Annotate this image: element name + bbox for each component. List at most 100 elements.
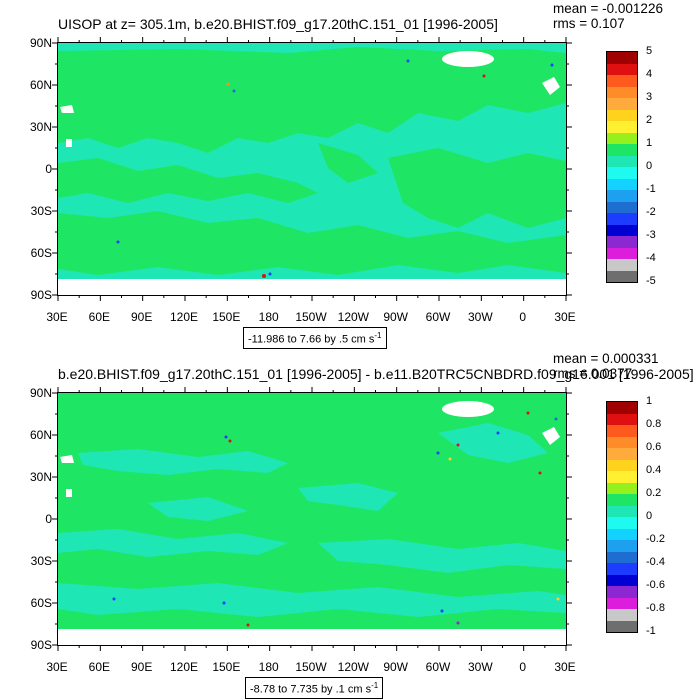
bottom-range-unit-exp: -1 [371,681,379,690]
colorbar-label: -1 [646,183,656,195]
bottom-map-panel: b.e20.BHIST.f09_g17.20thC.151_01 [1996-2… [0,350,700,700]
colorbar-swatch [607,459,637,471]
lon-label: 120E [169,310,199,324]
colorbar-label: 4 [646,68,653,80]
bottom-extreme-dots [112,411,560,627]
top-map-svg [58,43,566,295]
colorbar-swatch [607,236,637,248]
lon-label: 180 [258,310,279,324]
colorbar-label: -0.2 [646,533,665,545]
colorbar-swatch [607,563,637,575]
lon-label: 60E [88,310,110,324]
colorbar-swatch [607,155,637,167]
colorbar-swatch [607,109,637,121]
colorbar-swatch [607,201,637,213]
bottom-map-svg [58,393,566,645]
bottom-contour-range-label: -8.78 to 7.735 by .1 cm s-1 [245,677,384,699]
colorbar-swatch [607,98,637,110]
lat-label: 30S [30,554,52,568]
colorbar-swatch [607,425,637,437]
lon-label: 30W [467,310,493,324]
colorbar-swatch [607,52,637,64]
bottom-cyan-regions [58,423,566,617]
lon-label: 60E [88,660,110,674]
colorbar-swatch [607,597,637,609]
bottom-colorbar [606,401,638,633]
bottom-mean-stat: mean = 0.000331 [553,351,659,366]
top-missing-patch-small [66,139,72,147]
top-colorbar [606,51,638,283]
colorbar-swatch [607,121,637,133]
lat-label: 30N [29,120,52,134]
colorbar-swatch [607,167,637,179]
colorbar-swatch [607,413,637,425]
top-antarctica-mask [58,279,566,295]
colorbar-label: 0 [646,510,653,522]
lat-label: 60S [30,246,52,260]
lon-label: 150E [212,310,241,324]
lat-label: 90S [30,288,52,302]
colorbar-swatch [607,540,637,552]
colorbar-swatch [607,517,637,529]
lon-label: 30E [554,660,576,674]
top-missing-patch [542,77,560,95]
lon-label: 30E [554,310,576,324]
colorbar-swatch [607,448,637,460]
top-greenland-mask [442,51,494,67]
lon-label: 120E [169,660,199,674]
colorbar-label: 3 [646,91,653,103]
colorbar-swatch [607,482,637,494]
top-contour-range-label: -11.986 to 7.66 by .5 cm s-1 [243,327,387,349]
colorbar-swatch [607,528,637,540]
lon-label: 30E [46,310,68,324]
colorbar-swatch [607,247,637,259]
lon-label: 90W [383,310,408,324]
colorbar-label: -5 [646,275,656,287]
lon-label: 0 [519,660,526,674]
lon-label: 150W [295,310,327,324]
lat-label: 30N [29,470,52,484]
top-green-regions [58,47,566,275]
colorbar-label: 0.8 [646,418,662,430]
colorbar-swatch [607,402,637,414]
top-axis-ticks [52,37,572,301]
top-missing-patch-west [60,105,74,113]
lon-label: 0 [519,310,526,324]
lon-label: 60W [425,660,451,674]
lon-label: 30E [46,660,68,674]
bottom-missing-patch-west [60,455,74,463]
colorbar-label: -4 [646,252,656,264]
top-range-text: -11.986 to 7.66 by .5 cm s [248,333,375,346]
bottom-axis-ticks [52,387,572,651]
colorbar-swatch [607,471,637,483]
colorbar-label: -0.8 [646,602,665,614]
colorbar-swatch [607,86,637,98]
colorbar-label: 0 [646,160,653,172]
lon-label: 90W [383,660,408,674]
colorbar-swatch [607,620,637,632]
lon-label: 90E [130,310,153,324]
lat-label: 60S [30,596,52,610]
bottom-antarctica-mask [58,629,566,645]
colorbar-label: -2 [646,206,656,218]
colorbar-label: 0.4 [646,464,662,476]
colorbar-swatch [607,224,637,236]
colorbar-swatch [607,259,637,271]
bottom-greenland-mask [442,401,494,417]
top-rms-stat: rms = 0.107 [553,16,625,31]
bottom-missing-patch-small [66,489,72,497]
colorbar-swatch [607,213,637,225]
colorbar-label: 0.2 [646,487,662,499]
colorbar-label: 5 [646,45,653,57]
lat-label: 0 [45,162,52,176]
bottom-map-plot [52,387,572,651]
lon-label: 30W [467,660,493,674]
lat-label: 60N [29,428,52,442]
colorbar-swatch [607,505,637,517]
colorbar-label: -1 [646,625,656,637]
colorbar-swatch [607,586,637,598]
top-range-unit-exp: -1 [374,331,382,340]
lat-label: 90N [29,386,52,400]
lat-label: 30S [30,204,52,218]
lat-label: 90S [30,638,52,652]
